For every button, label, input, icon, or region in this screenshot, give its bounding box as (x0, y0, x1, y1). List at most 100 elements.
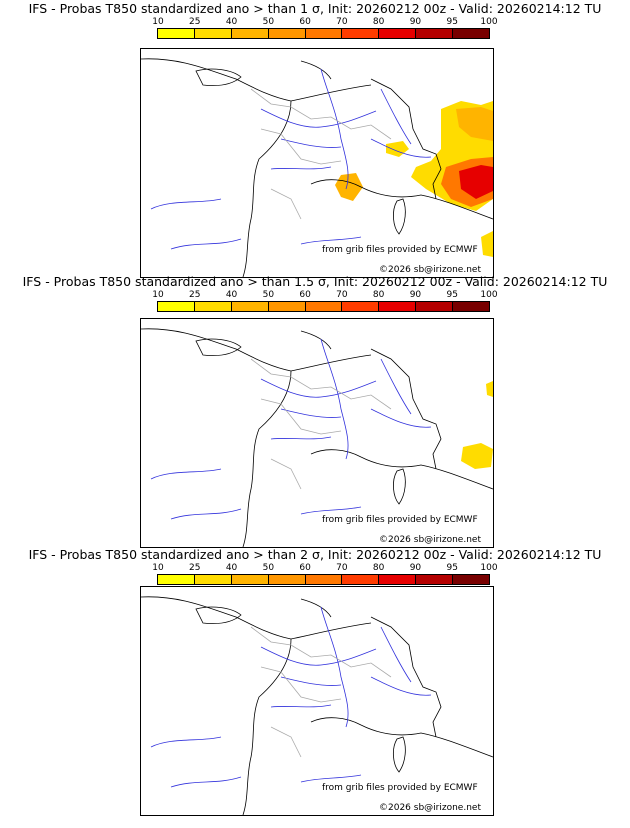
legend-tick-label: 25 (189, 563, 201, 573)
color-legend: 10 25 40 50 60 70 80 90 95 100 (152, 563, 498, 587)
legend-ticks: 10 25 40 50 60 70 80 90 95 100 (152, 290, 497, 301)
data-source-credit: from grib files provided by ECMWF (322, 515, 478, 525)
legend-color-box (231, 575, 269, 584)
legend-tick-label: 90 (409, 17, 422, 27)
legend-tick-label: 40 (225, 563, 238, 573)
legend-color-box (416, 302, 454, 311)
legend-bar (157, 301, 490, 312)
map: from grib files provided by ECMWF ©2026 … (140, 318, 494, 548)
map-svg (141, 58, 493, 277)
legend-color-box (453, 575, 490, 584)
probability-shading (335, 101, 493, 257)
legend-color-box (158, 575, 195, 584)
legend-color-box (342, 29, 380, 38)
admin-borders (250, 626, 392, 758)
country-border (370, 616, 442, 738)
rivers-south (150, 736, 362, 788)
admin-borders (250, 358, 392, 490)
legend-color-box (305, 575, 343, 584)
west-coastline (141, 58, 292, 277)
probability-shading (461, 381, 493, 469)
channel-coast (290, 330, 372, 372)
panel-2: IFS - Probas T850 standardized ano > tha… (0, 273, 630, 548)
legend-color-box (305, 29, 343, 38)
legend-tick-label: 60 (299, 17, 311, 27)
panel-title: IFS - Probas T850 standardized ano > tha… (28, 1, 602, 16)
brittany-coast (195, 606, 242, 624)
legend-bar (157, 574, 490, 585)
rivers-tributaries (270, 408, 432, 440)
legend-ticks: 10 25 40 50 60 70 80 90 95 100 (152, 17, 497, 28)
legend-tick-label: 95 (446, 290, 458, 300)
legend-tick-label: 80 (372, 290, 385, 300)
legend-tick-label: 25 (189, 17, 201, 27)
legend-tick-label: 70 (336, 290, 348, 300)
legend-tick-label: 95 (446, 563, 458, 573)
corsica (393, 198, 406, 235)
legend-tick-label: 50 (262, 17, 275, 27)
color-legend: 10 25 40 50 60 70 80 90 95 100 (152, 290, 498, 314)
legend-tick-label: 70 (336, 17, 348, 27)
legend-tick-label: 100 (480, 17, 498, 27)
rivers-south (150, 198, 362, 250)
legend-color-box (268, 575, 306, 584)
legend-bar (157, 28, 490, 39)
legend-color-box (379, 29, 417, 38)
copyright-credit: ©2026 sb@irizone.net (379, 803, 481, 813)
map-svg (141, 596, 493, 815)
legend-tick-label: 25 (189, 290, 201, 300)
panel-3: IFS - Probas T850 standardized ano > tha… (0, 546, 630, 816)
corsica (393, 468, 406, 505)
country-border (370, 78, 442, 200)
med-coast (310, 449, 493, 490)
legend-color-box (342, 575, 380, 584)
data-source-credit: from grib files provided by ECMWF (322, 783, 478, 793)
legend-tick-label: 80 (372, 563, 385, 573)
legend-color-box (453, 302, 490, 311)
basemap-lines (141, 596, 493, 815)
rivers-south (150, 468, 362, 520)
legend-color-box (231, 302, 269, 311)
prob-area-south (481, 231, 493, 257)
prob-area-rhone (335, 173, 363, 201)
legend-color-box (379, 575, 417, 584)
rivers-main (260, 68, 412, 190)
copyright-credit: ©2026 sb@irizone.net (379, 265, 481, 275)
prob-area-jura (386, 141, 409, 157)
legend-tick-label: 40 (225, 290, 238, 300)
legend-color-box (194, 302, 232, 311)
map: from grib files provided by ECMWF ©2026 … (140, 48, 494, 278)
prob-area-core (459, 165, 493, 199)
rivers-main (260, 338, 412, 460)
rivers-tributaries (270, 138, 432, 170)
admin-borders (250, 88, 392, 220)
rivers-tributaries (270, 676, 432, 708)
legend-tick-label: 100 (480, 563, 498, 573)
prob-area-med (461, 443, 493, 469)
prob-area-north (486, 381, 493, 397)
legend-ticks: 10 25 40 50 60 70 80 90 95 100 (152, 563, 497, 574)
channel-coast (290, 60, 372, 102)
corsica (393, 736, 406, 773)
legend-tick-label: 60 (299, 563, 311, 573)
legend-tick-label: 90 (409, 563, 422, 573)
west-coastline (141, 328, 292, 547)
legend-color-box (231, 29, 269, 38)
legend-color-box (268, 29, 306, 38)
channel-coast (290, 598, 372, 640)
legend-color-box (342, 302, 380, 311)
legend-tick-label: 10 (152, 563, 164, 573)
med-coast (310, 179, 493, 220)
copyright-credit: ©2026 sb@irizone.net (379, 535, 481, 545)
legend-tick-label: 10 (152, 290, 164, 300)
legend-tick-label: 10 (152, 17, 164, 27)
brittany-coast (195, 68, 242, 86)
legend-color-box (158, 29, 195, 38)
brittany-coast (195, 338, 242, 356)
rivers-main (260, 606, 412, 728)
panel-1: IFS - Probas T850 standardized ano > tha… (0, 0, 630, 278)
legend-color-box (268, 302, 306, 311)
map-svg (141, 328, 493, 547)
panel-title: IFS - Probas T850 standardized ano > tha… (28, 547, 602, 562)
prob-area-north (456, 107, 493, 141)
